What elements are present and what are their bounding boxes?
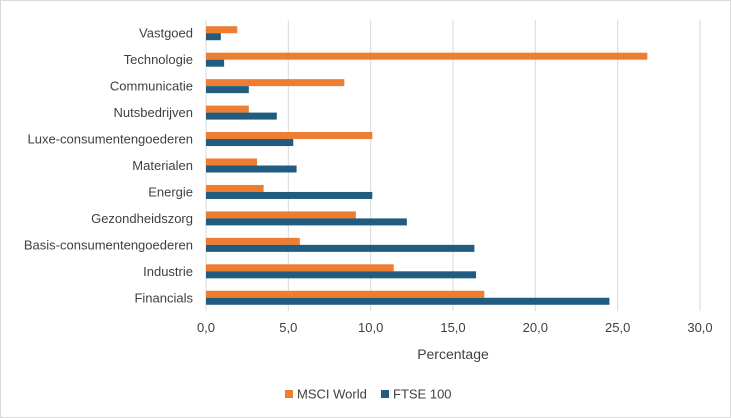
x-tick-labels: 0,0 5,0 10,0 15,0 20,0 25,0 30,0 [197,320,713,335]
category-label: Nutsbedrijven [114,105,194,120]
bar-ftse-100 [206,86,249,94]
bar-msci-world [206,79,345,87]
bar-msci-world [206,158,258,166]
category-label: Financials [134,290,193,305]
legend-swatch [285,390,293,398]
legend: MSCI World FTSE 100 [285,387,452,402]
category-label: Gezondheidszorg [91,211,193,226]
x-tick-label: 0,0 [197,320,215,335]
bar-ftse-100 [206,139,294,147]
bars [206,26,648,305]
category-label: Communicatie [110,79,193,94]
bar-msci-world [206,105,249,113]
category-label: Industrie [143,264,193,279]
x-axis-title: Percentage [417,346,489,362]
category-label: Materialen [132,158,193,173]
bar-ftse-100 [206,191,373,199]
bar-msci-world [206,184,264,192]
bar-ftse-100 [206,297,610,305]
legend-label: FTSE 100 [393,387,452,402]
category-labels: Vastgoed Technologie Communicatie Nutsbedri… [24,26,194,306]
bar-msci-world [206,264,394,272]
bar-ftse-100 [206,165,297,173]
bar-ftse-100 [206,271,477,279]
bar-msci-world [206,211,356,219]
x-tick-label: 5,0 [279,320,297,335]
bar-msci-world [206,290,485,298]
bar-ftse-100 [206,33,221,41]
x-tick-label: 10,0 [358,320,383,335]
legend-label: MSCI World [297,387,367,402]
category-label: Vastgoed [139,26,193,41]
bar-msci-world [206,52,648,60]
x-tick-label: 30,0 [687,320,712,335]
bar-msci-world [206,132,373,140]
category-label: Energie [148,184,193,199]
bar-msci-world [206,26,238,34]
category-label: Luxe-consumentengoederen [27,132,193,147]
category-label: Basis-consumentengoederen [24,237,193,252]
bar-ftse-100 [206,218,407,226]
x-tick-label: 25,0 [605,320,630,335]
bar-ftse-100 [206,59,225,67]
x-tick-label: 15,0 [440,320,465,335]
bar-ftse-100 [206,244,475,252]
gridlines [205,20,701,311]
legend-swatch [381,390,389,398]
category-label: Technologie [124,52,193,67]
bar-ftse-100 [206,112,277,120]
bar-msci-world [206,237,300,245]
x-tick-label: 20,0 [523,320,548,335]
